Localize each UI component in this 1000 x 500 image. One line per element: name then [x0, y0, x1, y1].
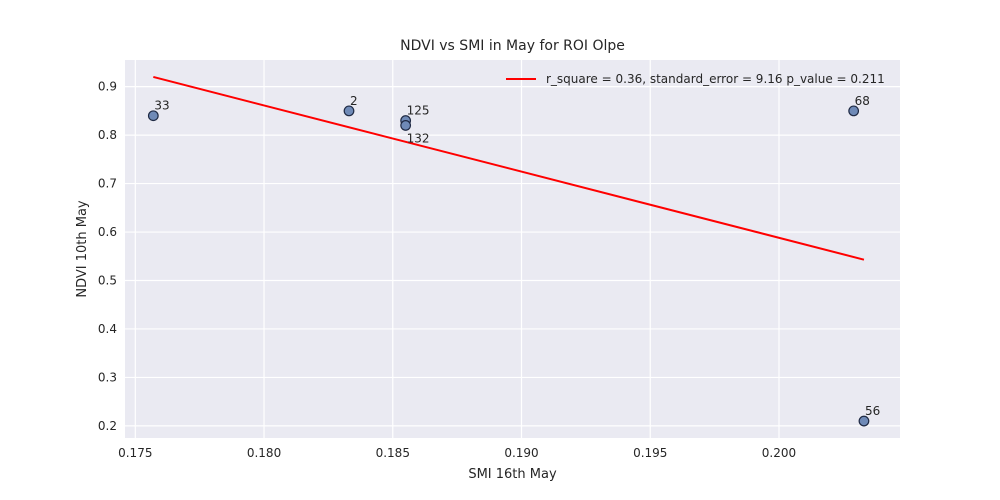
point-label: 33: [154, 99, 169, 113]
regression-line-layer: [153, 75, 865, 261]
plot-background: [125, 60, 900, 438]
data-point: [147, 110, 159, 122]
point-labels: 33 2 125 132 68 56: [154, 94, 880, 418]
legend: r_square = 0.36, standard_error = 9.16 p…: [506, 72, 885, 86]
data-point: [848, 105, 860, 117]
y-tick-label: 0.3: [98, 370, 117, 384]
x-tick-label: 0.175: [118, 446, 152, 460]
chart-title: NDVI vs SMI in May for ROI Olpe: [400, 38, 625, 54]
point-label: 68: [855, 94, 870, 108]
data-point: [400, 120, 412, 131]
y-tick-label: 0.7: [98, 177, 117, 191]
y-tick-label: 0.4: [98, 322, 117, 336]
y-tick-label: 0.9: [98, 80, 117, 94]
grid-lines: [125, 60, 900, 438]
regression-line: [153, 75, 865, 261]
y-axis-title: NDVI 10th May: [75, 200, 90, 298]
data-points: [147, 105, 870, 427]
point-label: 56: [865, 404, 880, 418]
tick-labels: 0.175 0.180 0.185 0.190 0.195 0.200 0.2 0.3 0.4 0…: [98, 80, 796, 460]
point-label: 132: [407, 131, 430, 145]
point-label: 125: [407, 104, 430, 118]
y-tick-label: 0.6: [98, 225, 117, 239]
y-tick-label: 0.2: [98, 419, 117, 433]
x-axis-title: SMI 16th May: [468, 467, 557, 482]
x-tick-label: 0.200: [762, 446, 796, 460]
data-point: [343, 105, 355, 117]
data-point: [858, 415, 870, 427]
y-tick-label: 0.5: [98, 274, 117, 288]
x-tick-label: 0.190: [504, 446, 538, 460]
x-tick-label: 0.180: [247, 446, 281, 460]
y-tick-label: 0.8: [98, 128, 117, 142]
x-tick-label: 0.195: [633, 446, 667, 460]
legend-label: r_square = 0.36, standard_error = 9.16 p…: [546, 72, 885, 86]
point-label: 2: [350, 94, 358, 108]
x-tick-label: 0.185: [376, 446, 410, 460]
